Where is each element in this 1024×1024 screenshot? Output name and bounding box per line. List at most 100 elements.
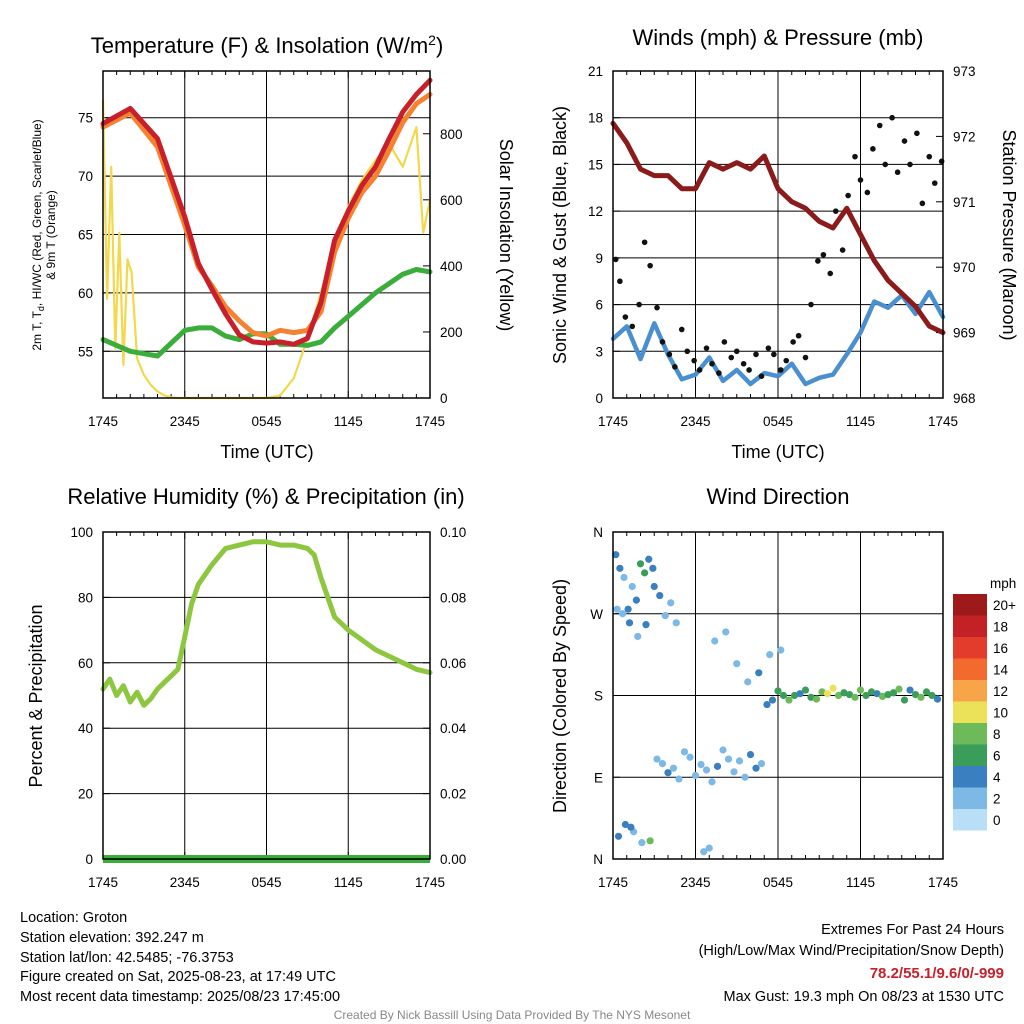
temperature-x-tick: 1745 [88, 414, 118, 429]
temperature-y-label: 2m T, Td, HI/WC (Red, Green, Scarlet/Blu… [30, 119, 46, 350]
gust-point [691, 357, 697, 364]
humidity-y2-tick-label: 0.06 [440, 656, 466, 671]
temperature-y-tick-label: 60 [78, 286, 93, 301]
direction-point [675, 775, 683, 783]
temperature-y2-tick-label: 400 [440, 259, 463, 274]
speed-legend-swatch [953, 809, 987, 831]
wind-direction-x-tick: 1745 [598, 875, 628, 890]
direction-point [818, 688, 826, 696]
winds-y-tick-label: 9 [595, 251, 603, 266]
temperature-title: Temperature (F) & Insolation (W/m2) [91, 32, 444, 58]
direction-point [777, 646, 785, 654]
footer-recent: Most recent data timestamp: 2025/08/23 1… [20, 989, 340, 1005]
footer-latlon: Station lat/lon: 42.5485; -76.3753 [20, 950, 234, 966]
gust-point [914, 130, 920, 137]
winds-y-tick-label: 6 [595, 298, 603, 313]
direction-point [801, 686, 810, 694]
direction-point [621, 820, 629, 829]
gust-point [746, 367, 752, 373]
speed-legend-title: mph [990, 576, 1016, 591]
direction-point [790, 691, 799, 700]
speed-legend-label: 0 [993, 813, 1001, 828]
direction-point [636, 560, 645, 568]
humidity-x-tick: 0545 [251, 875, 281, 890]
humidity-y2-tick-label: 0.00 [440, 852, 466, 867]
direction-point [746, 750, 755, 759]
speed-legend-swatch [953, 787, 987, 809]
humidity-x-tick: 2345 [170, 875, 200, 890]
winds-y-tick-label: 15 [588, 157, 603, 172]
direction-point [779, 691, 788, 700]
humidity-y-tick-label: 100 [70, 525, 93, 540]
direction-point [856, 686, 865, 694]
direction-point [933, 695, 942, 703]
direction-point [928, 691, 936, 700]
direction-point [724, 755, 733, 763]
direction-point [645, 555, 653, 563]
insolation-y-label: Solar Insolation (Yellow) [496, 139, 516, 331]
gust-point [684, 348, 691, 355]
gust-point [696, 367, 703, 373]
speed-legend-swatch [953, 701, 987, 723]
direction-point [664, 769, 672, 777]
gust-point [926, 153, 933, 160]
direction-point [661, 611, 669, 620]
gust-point [636, 301, 642, 308]
direction-point [862, 691, 870, 700]
direction-point [672, 619, 680, 627]
speed-legend-label: 18 [993, 620, 1008, 635]
gust-point [733, 348, 740, 355]
direction-point [628, 582, 636, 591]
winds-y-label: Sonic Wind & Gust (Blue, Black) [550, 106, 570, 364]
direction-point [733, 660, 741, 668]
temperature-y2-tick-label: 0 [440, 391, 448, 406]
direction-point [697, 760, 705, 769]
gust-point [703, 345, 710, 351]
direction-point [713, 762, 722, 770]
direction-point [656, 591, 664, 600]
temperature-y2-tick-label: 600 [440, 193, 463, 208]
speed-legend-swatch [953, 723, 987, 745]
pressure-y-label: Station Pressure (Maroon) [999, 129, 1019, 340]
speed-legend-swatch [953, 615, 987, 637]
speed-legend-swatch [953, 594, 987, 616]
speed-legend-label: 14 [993, 663, 1009, 678]
direction-point [766, 651, 774, 659]
humidity-y-tick-label: 60 [78, 656, 93, 671]
humidity-y2-tick-label: 0.04 [440, 721, 467, 736]
gust-point [876, 122, 883, 129]
temperature-y-tick-label: 65 [78, 228, 93, 243]
gust-point [882, 161, 889, 168]
speed-legend-label: 4 [993, 770, 1001, 785]
footer-extremes-values: 78.2/55.1/9.6/0/-999 [870, 965, 1004, 982]
gust-point [647, 262, 653, 269]
direction-point [785, 696, 793, 704]
direction-point [900, 696, 909, 704]
humidity-y-label: Percent & Precipitation [26, 604, 46, 787]
wind-direction-title: Wind Direction [706, 484, 849, 509]
speed-legend-label: 2 [993, 792, 1001, 807]
direction-point [730, 768, 738, 776]
wind-direction-x-tick: 1145 [846, 875, 875, 890]
humidity-y-tick-label: 0 [85, 852, 93, 867]
gust-point [716, 370, 722, 376]
gust-point [771, 351, 777, 358]
gust-point [795, 332, 802, 339]
wind-direction-x-tick: 2345 [680, 875, 710, 890]
footer-max-gust: Max Gust: 19.3 mph On 08/23 at 1530 UTC [724, 989, 1004, 1005]
footer: Location: Groton Station elevation: 392.… [20, 910, 1004, 1022]
direction-point [744, 678, 752, 686]
temperature-x-tick: 0545 [251, 414, 281, 429]
direction-point [911, 690, 920, 699]
gust-point [815, 258, 821, 264]
gust-point [678, 326, 685, 333]
direction-point [667, 599, 675, 607]
winds-y-tick-label: 18 [588, 111, 603, 126]
direction-point [700, 848, 708, 856]
gust-point [919, 200, 926, 207]
humidity-y-tick-label: 40 [78, 721, 93, 736]
temperature-panel: Temperature (F) & Insolation (W/m2) Time… [30, 32, 516, 462]
humidity-y2-tick-label: 0.10 [440, 525, 466, 540]
footer-credit: Created By Nick Bassill Using Data Provi… [334, 1008, 691, 1022]
wind-direction-y-tick-label: S [594, 689, 603, 704]
